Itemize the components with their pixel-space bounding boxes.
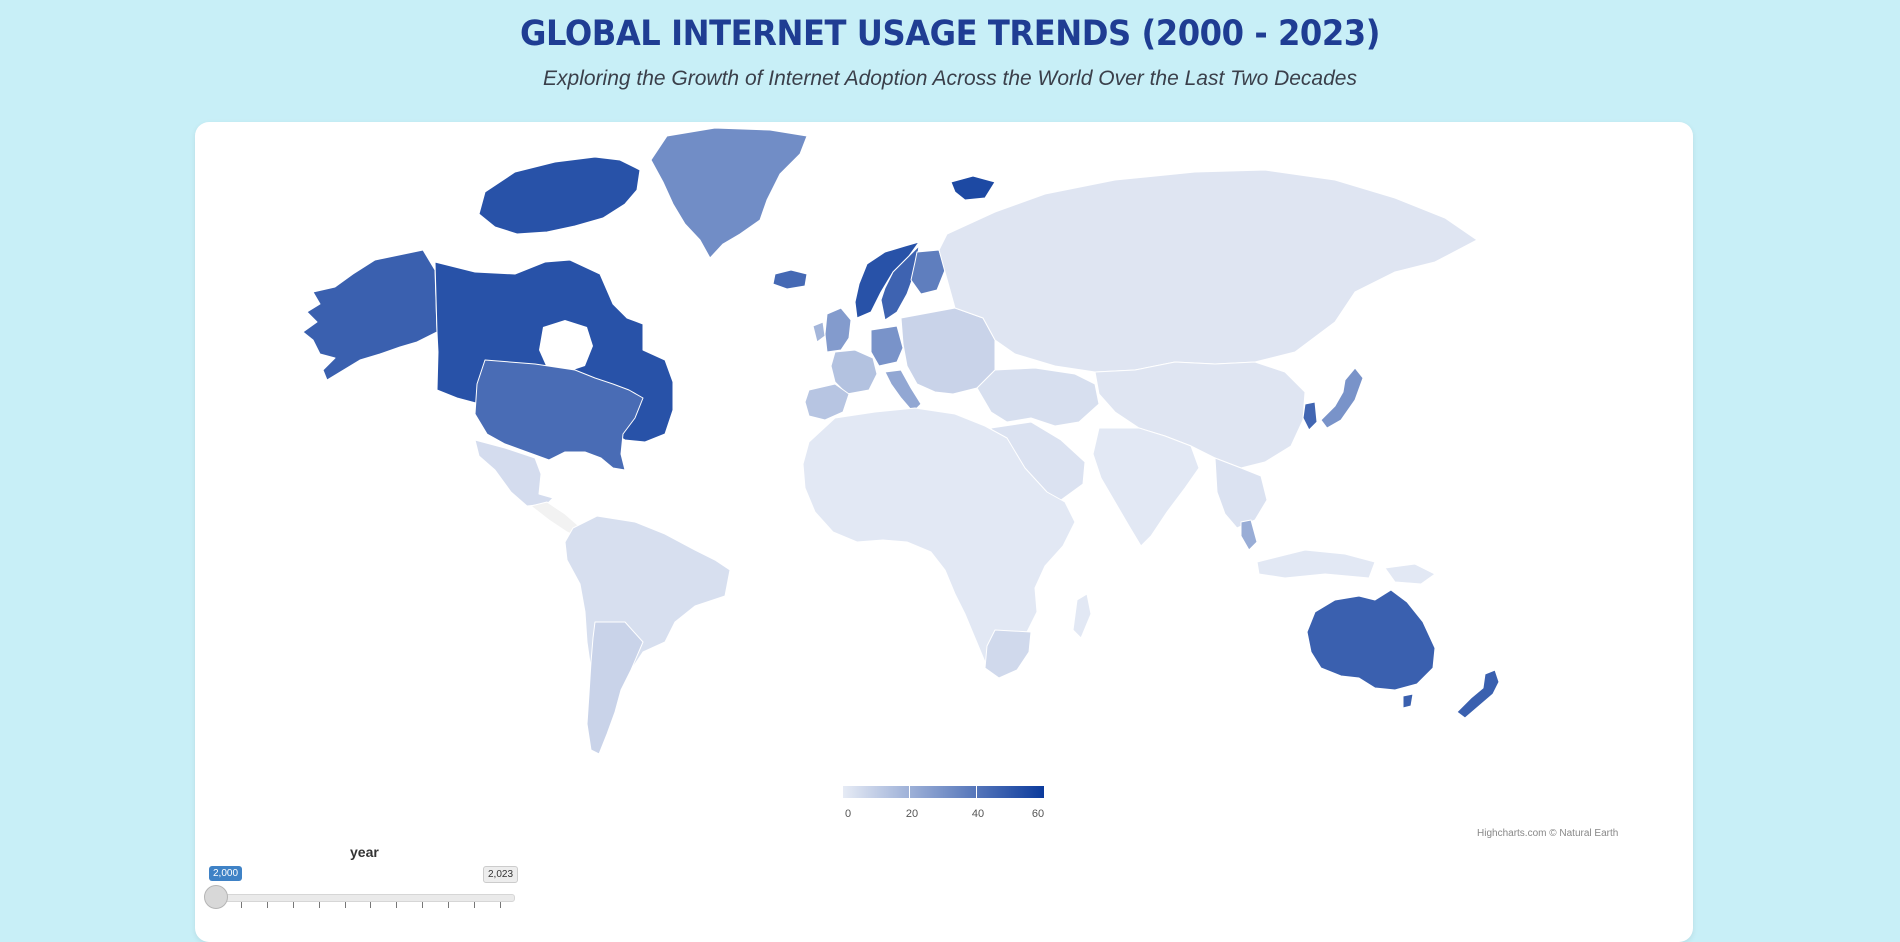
world-map[interactable]: [195, 122, 1693, 782]
map-title: GLOBAL INTERNET USAGE TRENDS (2000 - 202…: [519, 14, 1381, 54]
region-sweden[interactable]: [880, 245, 920, 321]
slider-tick: [266, 902, 268, 908]
slider-tick: [448, 902, 450, 908]
slider-tick: [500, 902, 502, 908]
region-tasmania[interactable]: [1402, 693, 1414, 709]
slider-tick: [344, 902, 346, 908]
region-south-asia[interactable]: [1092, 427, 1200, 547]
region-finland[interactable]: [910, 249, 946, 295]
year-slider-track[interactable]: [215, 894, 515, 902]
region-iceland[interactable]: [772, 269, 808, 290]
region-france[interactable]: [830, 349, 878, 395]
region-greenland[interactable]: [650, 127, 808, 259]
credits-link[interactable]: Highcharts.com © Natural Earth: [1477, 828, 1619, 839]
region-chile-argentina[interactable]: [586, 621, 644, 755]
legend-tick-label: 20: [905, 808, 919, 820]
region-united-kingdom[interactable]: [824, 307, 852, 353]
map-subtitle: Exploring the Growth of Internet Adoptio…: [543, 67, 1357, 90]
slider-tick: [292, 902, 294, 908]
slider-tick: [318, 902, 320, 908]
region-iberia[interactable]: [804, 383, 850, 421]
legend-tick-label: 60: [1031, 808, 1045, 820]
region-middle-east[interactable]: [976, 367, 1100, 427]
region-indonesia[interactable]: [1256, 549, 1376, 579]
region-southeast-asia[interactable]: [1214, 457, 1268, 529]
legend-tick-label: 0: [844, 808, 852, 820]
region-canadian-arctic-islands[interactable]: [478, 156, 641, 235]
region-united-states[interactable]: [474, 359, 644, 471]
region-china[interactable]: [1094, 361, 1306, 469]
region-eastern-europe[interactable]: [900, 307, 996, 395]
slider-tick: [396, 902, 398, 908]
region-southern-africa[interactable]: [984, 629, 1032, 679]
region-new-zealand[interactable]: [1456, 669, 1500, 719]
slider-tick: [422, 902, 424, 908]
region-japan[interactable]: [1320, 367, 1364, 429]
slider-max-bubble: 2,023: [483, 866, 519, 883]
region-korea[interactable]: [1302, 401, 1318, 431]
legend-divider: [909, 786, 910, 798]
slider-value-bubble: 2,000: [209, 866, 243, 881]
region-alaska[interactable]: [302, 249, 438, 381]
region-papua-new-guinea[interactable]: [1384, 563, 1436, 585]
slider-tick: [474, 902, 476, 908]
region-malaysia[interactable]: [1240, 519, 1258, 551]
region-madagascar[interactable]: [1072, 593, 1092, 639]
slider-tick: [370, 902, 372, 908]
region-norway[interactable]: [854, 241, 920, 319]
region-mexico[interactable]: [474, 439, 554, 507]
map-card: 0 20 40 60 Highcharts.com © Natural Eart…: [195, 122, 1693, 942]
slider-tick: [240, 902, 242, 908]
region-ireland[interactable]: [812, 321, 826, 343]
legend-divider: [976, 786, 977, 798]
region-australia[interactable]: [1306, 589, 1436, 691]
region-germany[interactable]: [870, 325, 904, 367]
legend-color-bar: [843, 786, 1044, 798]
legend-tick-label: 40: [971, 808, 985, 820]
region-hudson-bay: [539, 320, 593, 372]
slider-label: year: [350, 844, 379, 860]
year-slider-thumb[interactable]: [204, 885, 228, 909]
region-russia-central-asia[interactable]: [938, 169, 1478, 373]
region-svalbard[interactable]: [950, 175, 996, 201]
